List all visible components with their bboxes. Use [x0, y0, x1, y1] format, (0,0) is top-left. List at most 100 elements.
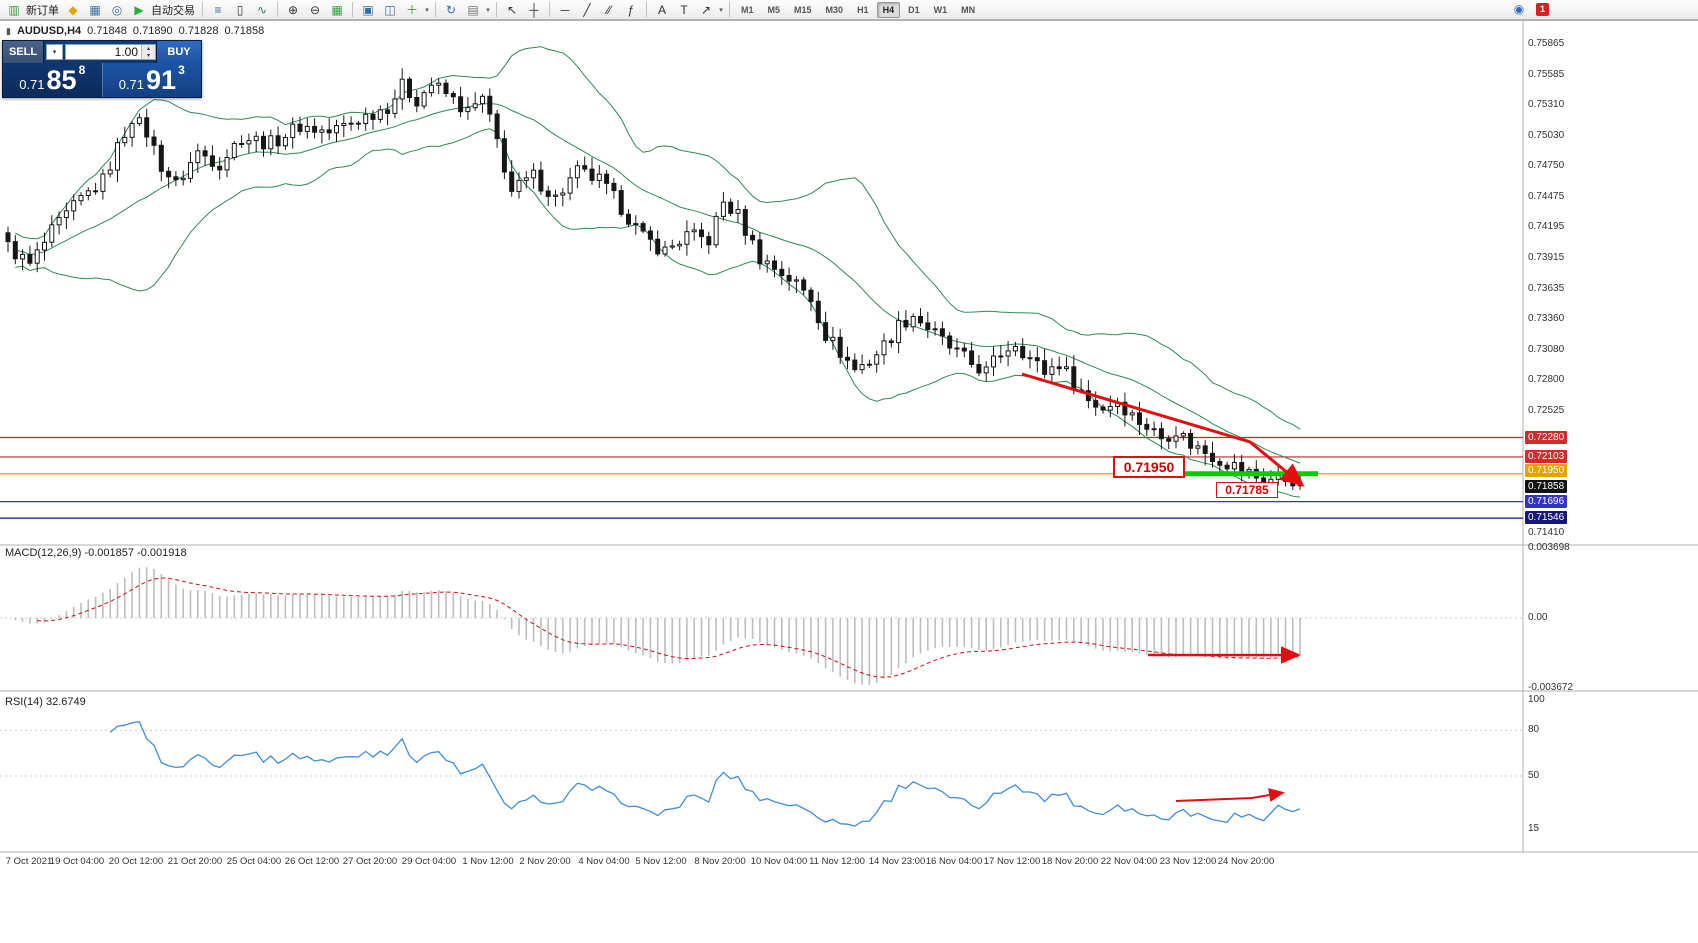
rsi-axis-label: 100 [1528, 694, 1545, 705]
price-tick: 0.75865 [1528, 38, 1565, 49]
price-tag: 0.71546 [1525, 511, 1568, 525]
timeframe-h4[interactable]: H4 [876, 1, 901, 18]
auto-scroll-button[interactable]: ↻ [445, 2, 457, 17]
rsi-axis-label: 50 [1528, 770, 1540, 781]
time-label: 5 Nov 12:00 [635, 856, 687, 867]
toolbar-separator [549, 2, 550, 17]
shapes-tool-button[interactable]: ↗ [700, 2, 712, 17]
price-tag: 0.71858 [1525, 479, 1568, 493]
new-chart-button[interactable]: ＋ [405, 2, 418, 17]
rsi-axis-label: 80 [1528, 724, 1540, 736]
trendline-tool-button[interactable]: ╱ [583, 2, 591, 17]
chart-snapshot-button-caret[interactable]: ▾ [486, 6, 490, 14]
sell-price-big: 85 [46, 65, 77, 95]
time-label: 8 Nov 20:00 [694, 856, 746, 867]
time-label: 7 Oct 2021 [5, 856, 53, 867]
volume-input[interactable] [66, 45, 141, 59]
price-tick: 0.73635 [1528, 282, 1565, 294]
cursor-tool-button[interactable]: ↖ [506, 2, 518, 17]
price-tick: 0.71410 [1528, 527, 1565, 539]
volume-spinner[interactable]: ▴ ▾ [141, 45, 155, 59]
price-tick: 0.75585 [1528, 68, 1565, 80]
search-icon[interactable]: ◉ [1513, 2, 1525, 16]
chart-snapshot-button[interactable]: ▤ [467, 2, 479, 17]
volume-field-wrap: ▴ ▾ [65, 44, 156, 60]
shapes-tool-button-caret[interactable]: ▾ [719, 6, 723, 14]
timeframe-h1[interactable]: H1 [857, 4, 869, 15]
candlestick-chart-button[interactable]: ▯ [236, 2, 244, 17]
price-tag: 0.72103 [1525, 449, 1568, 463]
chart-symbol: AUDUSD,H4 [16, 25, 82, 37]
chart-symbol-header: ▮ AUDUSD,H4 0.71848 0.71890 0.71828 0.71… [6, 25, 264, 37]
volume-down-icon[interactable]: ▾ [146, 53, 150, 59]
time-label: 2 Nov 20:00 [519, 856, 571, 867]
timeframe-mn[interactable]: MN [961, 4, 976, 15]
time-label: 25 Oct 04:00 [226, 856, 282, 867]
new-chart-button-caret[interactable]: ▾ [425, 6, 429, 14]
buy-button[interactable]: BUY [156, 41, 201, 63]
time-label: 10 Nov 04:00 [750, 856, 808, 867]
price-tag: 0.71696 [1525, 494, 1568, 508]
price-tick: 0.72800 [1528, 374, 1565, 386]
candlestick-icon: ▮ [6, 25, 11, 36]
toolbar-separator [646, 2, 647, 17]
autotrading-button-label: 自动交易 [151, 4, 195, 17]
zoom-in-button[interactable]: ⊕ [287, 2, 299, 17]
price-level-annotation: 0.71950 [1113, 456, 1185, 478]
price-tick: 0.75030 [1528, 129, 1565, 141]
sell-price[interactable]: 0.71 85 8 [3, 63, 102, 97]
line-chart-button[interactable]: ∿ [256, 2, 268, 17]
price-tick: 0.73080 [1528, 343, 1565, 355]
market-watch-button[interactable]: ▦ [89, 2, 101, 17]
price-tag: 0.71950 [1525, 463, 1568, 477]
macd-axis-label: 0.003698 [1528, 541, 1570, 553]
sell-button[interactable]: SELL [3, 41, 44, 63]
tile-windows-button[interactable]: ▦ [331, 2, 343, 17]
price-tick: 0.75310 [1528, 98, 1565, 110]
volume-dropdown-button[interactable]: ▾ [46, 44, 63, 60]
autotrading-button[interactable]: ▶ [134, 2, 144, 17]
label-tool-button[interactable]: T [680, 2, 688, 17]
price-tag: 0.72280 [1525, 430, 1568, 444]
buy-price-prefix: 0.71 [118, 77, 145, 92]
timeframe-w1[interactable]: W1 [933, 4, 948, 15]
timeframe-m30[interactable]: M30 [825, 4, 844, 15]
time-label: 1 Nov 12:00 [462, 856, 514, 867]
zoom-out-button[interactable]: ⊖ [309, 2, 321, 17]
buy-price-sup: 3 [178, 63, 185, 77]
price-tick: 0.74750 [1528, 160, 1565, 172]
timeframe-d1[interactable]: D1 [908, 4, 920, 15]
time-label: 18 Nov 20:00 [1041, 856, 1099, 867]
new-order-button[interactable]: ▥ [8, 2, 20, 17]
sell-price-prefix: 0.71 [19, 77, 45, 92]
metaeditor-button[interactable]: ◆ [68, 2, 78, 17]
time-label: 29 Oct 04:00 [401, 856, 457, 867]
toolbar-separator [435, 2, 436, 17]
tile-horizontally-button[interactable]: ◫ [384, 2, 396, 17]
crosshair-tool-button[interactable]: ┼ [529, 2, 539, 17]
navigator-button[interactable]: ◎ [111, 2, 123, 17]
horizontal-line-tool-button[interactable]: ─ [560, 2, 570, 17]
channel-tool-button[interactable]: ∕∕ [606, 2, 611, 17]
chart-low-value: 0.71828 [178, 25, 219, 37]
price-tick: 0.73360 [1528, 312, 1565, 324]
toolbar-separator [496, 2, 497, 17]
timeframe-m1[interactable]: M1 [741, 4, 754, 15]
price-level-annotation: 0.71785 [1216, 482, 1278, 498]
notification-badge[interactable]: 1 [1536, 2, 1549, 16]
cascade-windows-button[interactable]: ▣ [362, 2, 374, 17]
fibonacci-tool-button[interactable]: ƒ [627, 2, 635, 17]
bar-chart-button[interactable]: ≡ [214, 2, 222, 17]
timeframe-m15[interactable]: M15 [794, 4, 812, 15]
new-order-button-label: 新订单 [26, 4, 59, 17]
volume-up-icon[interactable]: ▴ [146, 46, 150, 52]
buy-price[interactable]: 0.71 91 3 [101, 63, 201, 97]
timeframe-m5[interactable]: M5 [767, 4, 781, 15]
price-tick: 0.74195 [1528, 221, 1565, 233]
text-tool-button[interactable]: A [657, 2, 666, 17]
time-label: 21 Oct 20:00 [167, 856, 223, 867]
price-tick: 0.74475 [1528, 190, 1565, 202]
macd-axis-label: -0.003672 [1528, 681, 1574, 693]
chart-open-value: 0.71848 [87, 25, 127, 37]
